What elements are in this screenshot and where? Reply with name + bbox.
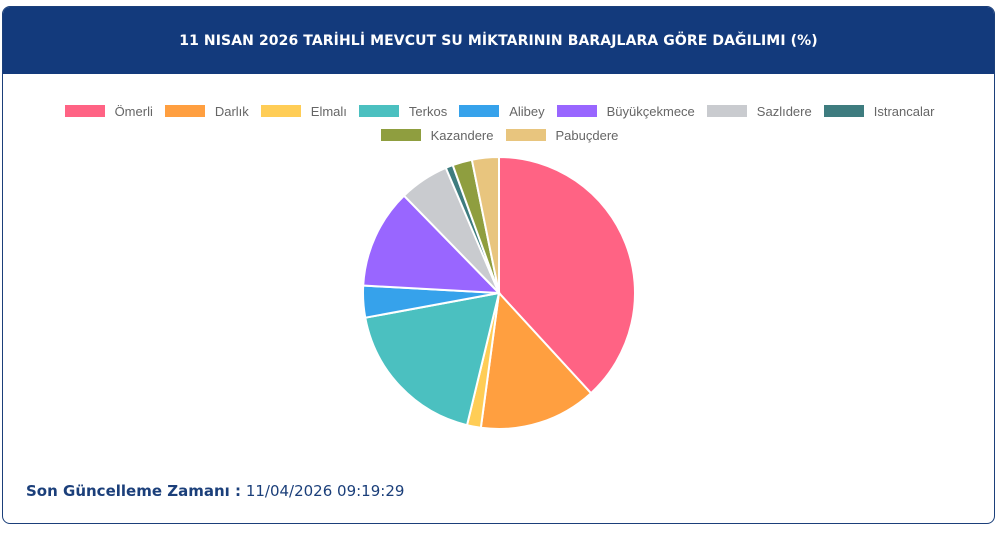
chart-header: 11 NISAN 2026 TARİHLİ MEVCUT SU MİKTARIN… xyxy=(3,7,994,74)
legend-item[interactable]: Sazlıdere xyxy=(706,103,812,119)
legend-label: Darlık xyxy=(214,103,249,119)
legend-swatch xyxy=(260,105,301,117)
legend-swatch xyxy=(380,129,421,141)
legend-swatch xyxy=(505,129,546,141)
legend-swatch xyxy=(556,105,597,117)
legend-swatch xyxy=(64,105,105,117)
legend-item[interactable]: Pabuçdere xyxy=(505,127,619,143)
legend-row-2: Kazandere Pabuçdere xyxy=(375,127,625,143)
legend-swatch xyxy=(823,105,864,117)
legend-swatch xyxy=(459,105,500,117)
legend-label: Ömerli xyxy=(114,103,153,119)
pie-slice-2[interactable] xyxy=(479,290,593,430)
legend-swatch xyxy=(164,105,205,117)
legend-item[interactable]: Istrancalar xyxy=(823,103,935,119)
legend-label: Terkos xyxy=(408,103,448,119)
last-update-label: Son Güncelleme Zamanı : xyxy=(26,482,242,500)
pie-slice-10[interactable] xyxy=(470,155,500,294)
legend-label: Pabuçdere xyxy=(555,127,619,143)
legend-item[interactable]: Elmalı xyxy=(260,103,347,119)
last-update-value: 11/04/2026 09:19:29 xyxy=(245,482,405,500)
legend-row-1: Ömerli Darlık Elmalı Terkos Alibey Büyük… xyxy=(59,103,941,119)
chart-card: 11 NISAN 2026 TARİHLİ MEVCUT SU MİKTARIN… xyxy=(2,6,995,524)
legend-label: Sazlıdere xyxy=(756,103,812,119)
legend-item[interactable]: Alibey xyxy=(459,103,545,119)
legend-swatch xyxy=(358,105,399,117)
legend-item[interactable]: Darlık xyxy=(164,103,249,119)
legend-item[interactable]: Ömerli xyxy=(64,103,153,119)
chart-title: 11 NISAN 2026 TARİHLİ MEVCUT SU MİKTARIN… xyxy=(179,32,818,49)
last-update: Son Güncelleme Zamanı : 11/04/2026 09:19… xyxy=(26,482,404,500)
legend-label: Elmalı xyxy=(310,103,347,119)
pie-chart xyxy=(362,155,636,430)
pie-slice-6[interactable] xyxy=(362,194,502,295)
pie-slice-1[interactable] xyxy=(498,155,636,395)
pie-slice-4[interactable] xyxy=(364,291,501,427)
legend-swatch xyxy=(706,105,747,117)
legend-item[interactable]: Büyükçekmece xyxy=(556,103,695,119)
legend-label: Kazandere xyxy=(430,127,494,143)
legend-label: Büyükçekmece xyxy=(606,103,695,119)
legend-label: Istrancalar xyxy=(873,103,935,119)
legend-label: Alibey xyxy=(509,103,545,119)
legend-item[interactable]: Terkos xyxy=(358,103,448,119)
chart-legend: Ömerli Darlık Elmalı Terkos Alibey Büyük… xyxy=(3,103,994,143)
legend-item[interactable]: Kazandere xyxy=(380,127,494,143)
